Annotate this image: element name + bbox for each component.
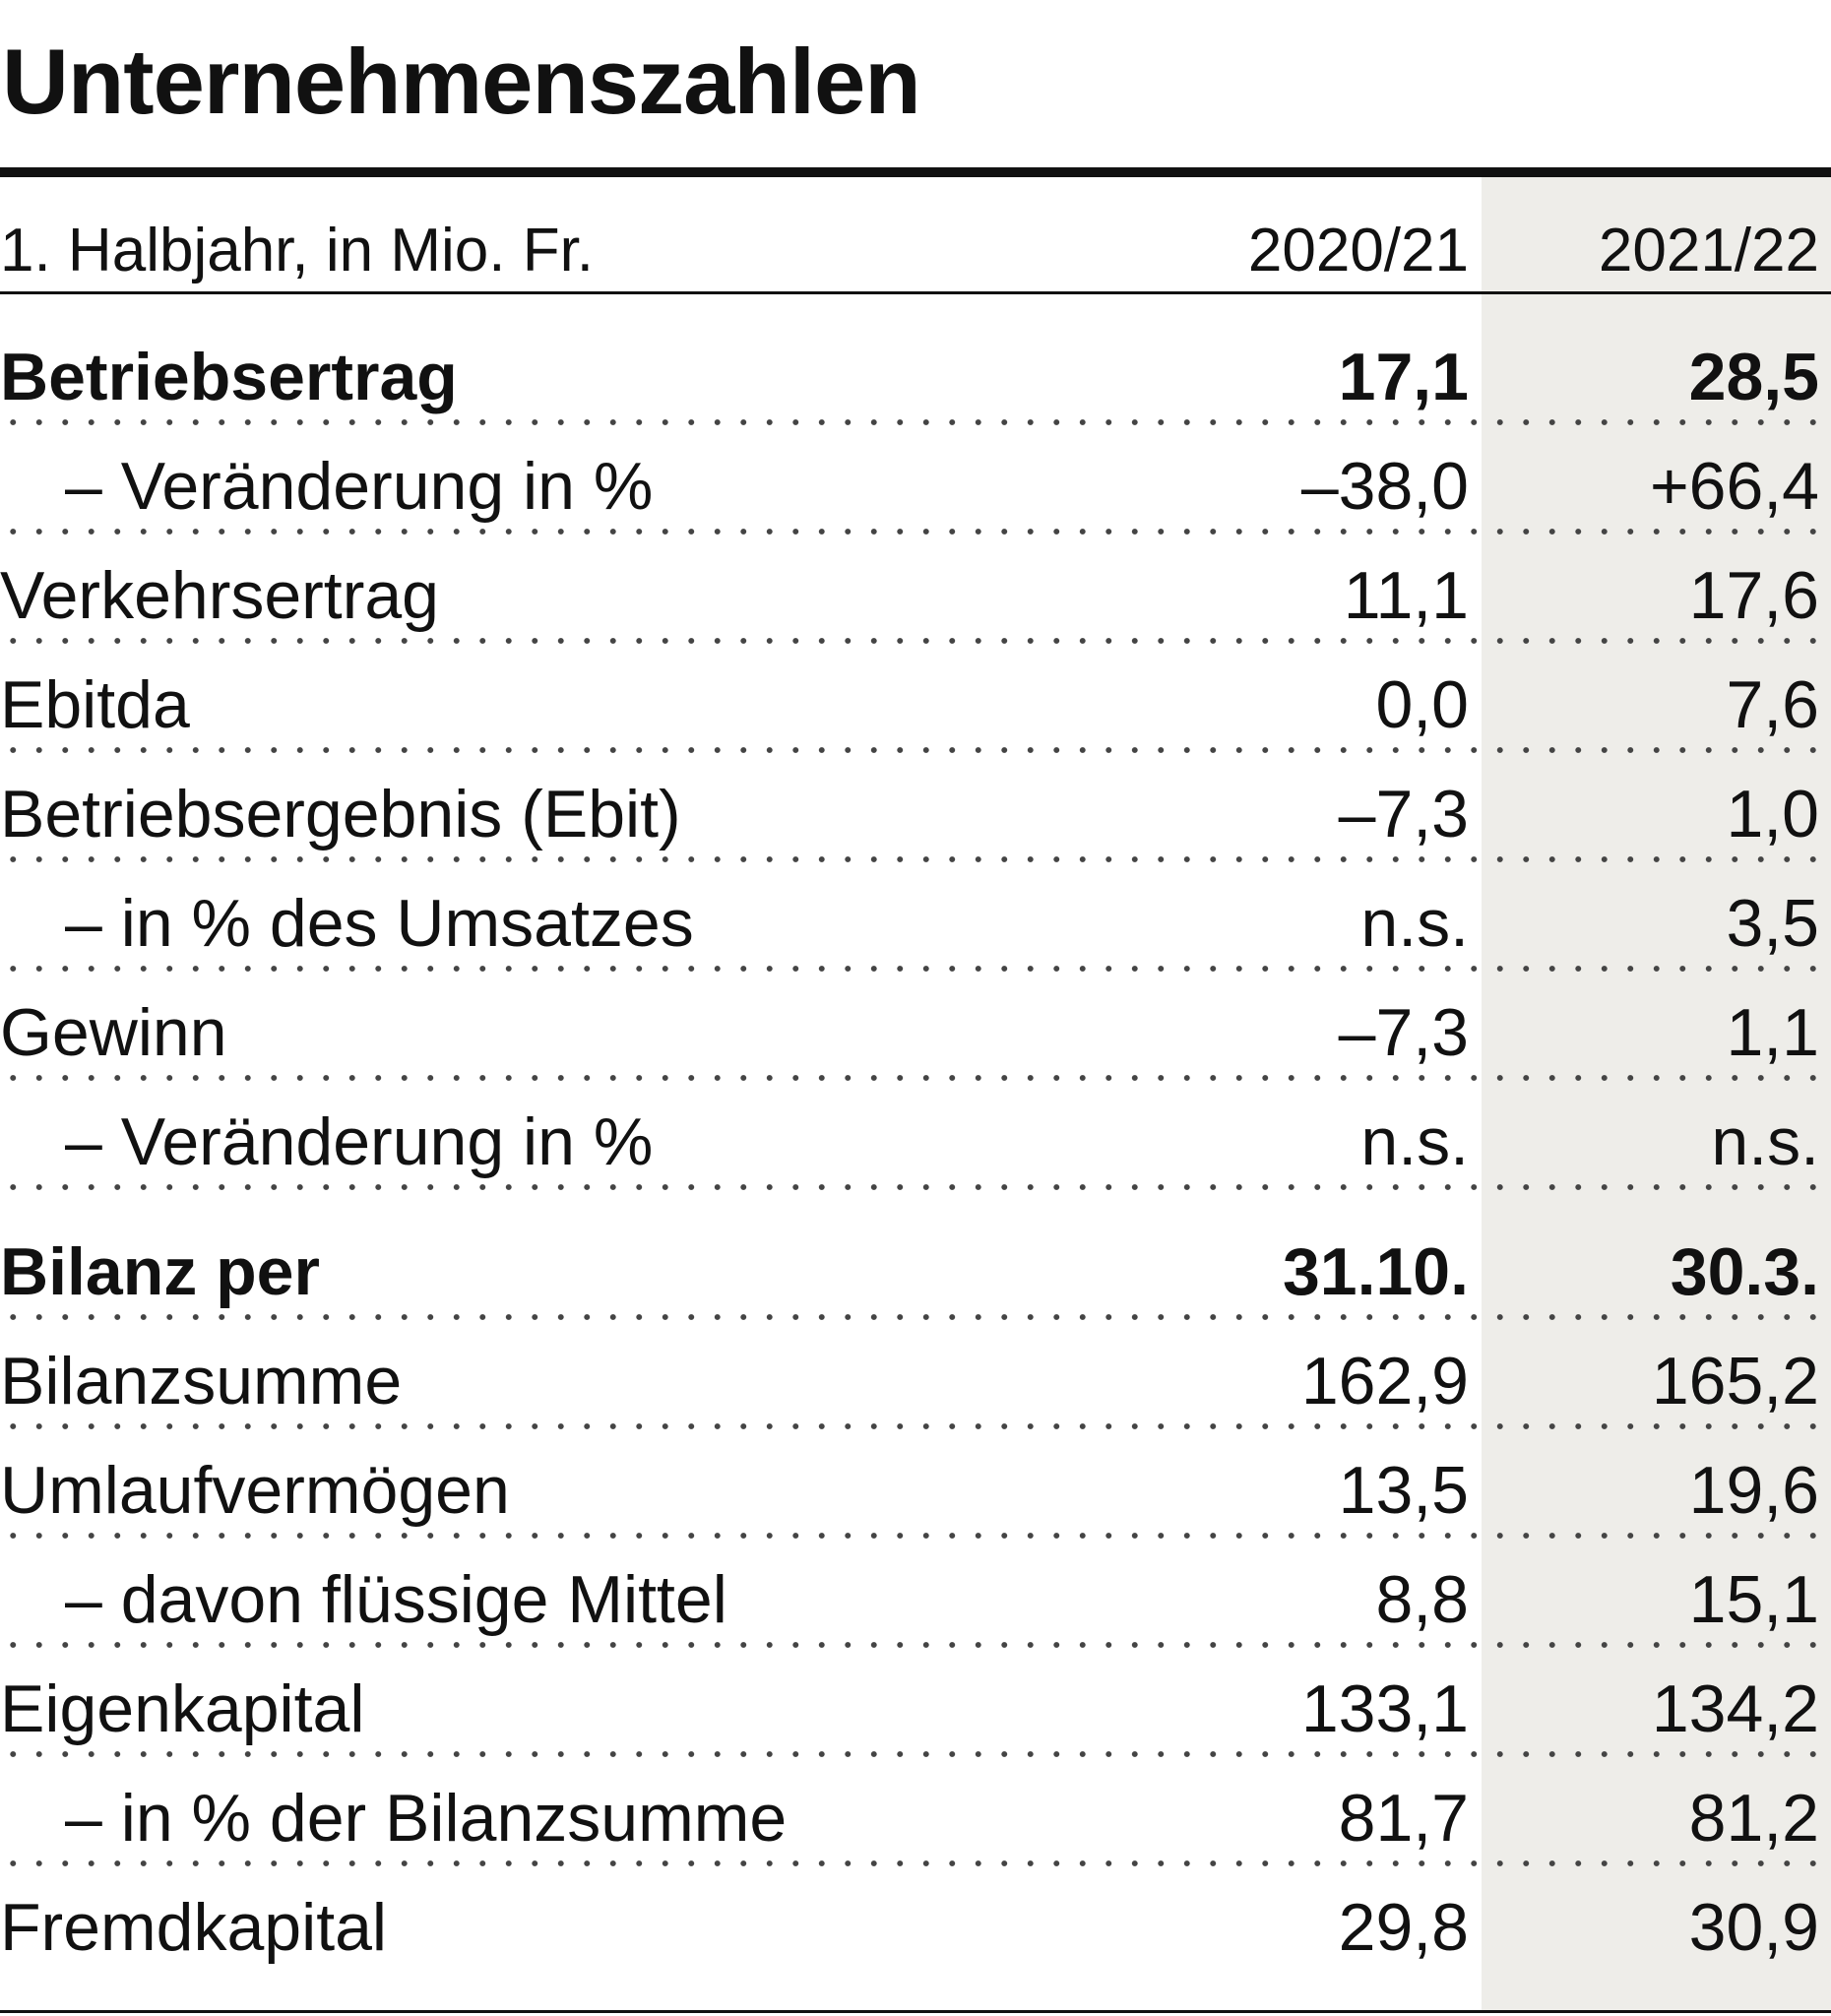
- table-row: Verkehrsertrag 11,1 17,6: [0, 536, 1831, 645]
- row-value-2021-22: 1,1: [1726, 995, 1819, 1070]
- row-value-2020-21: n.s.: [1360, 1104, 1469, 1179]
- row-value-2021-22: 28,5: [1688, 340, 1819, 414]
- table-row: Bilanzsumme 162,9 165,2: [0, 1321, 1831, 1430]
- row-value-2020-21: n.s.: [1360, 886, 1469, 961]
- row-value-2021-22: 30.3.: [1670, 1234, 1819, 1309]
- row-value-2021-22: 1,0: [1726, 777, 1819, 851]
- row-label: Fremdkapital: [0, 1890, 388, 1965]
- row-value-2020-21: 133,1: [1300, 1671, 1469, 1746]
- row-label: Betriebsertrag: [0, 340, 458, 414]
- row-label: Gewinn: [0, 995, 227, 1070]
- row-value-2021-22: 30,9: [1688, 1890, 1819, 1965]
- row-value-2020-21: –7,3: [1338, 995, 1469, 1070]
- header-col-2020-21: 2020/21: [1247, 217, 1469, 284]
- row-label: Betriebsergebnis (Ebit): [0, 777, 681, 851]
- table-row: Umlaufvermögen 13,5 19,6: [0, 1430, 1831, 1540]
- table-row: – davon flüssige Mittel 8,8 15,1: [0, 1540, 1831, 1649]
- row-value-2020-21: 13,5: [1338, 1453, 1469, 1528]
- row-label: – Veränderung in %: [65, 449, 654, 524]
- row-value-2021-22: 165,2: [1651, 1344, 1819, 1418]
- row-label: Bilanzsumme: [0, 1344, 403, 1418]
- table-row: Eigenkapital 133,1 134,2: [0, 1649, 1831, 1758]
- title-rule: [0, 167, 1831, 177]
- row-label: – Veränderung in %: [65, 1104, 654, 1179]
- row-value-2020-21: 11,1: [1343, 558, 1469, 633]
- header-rule: [0, 291, 1831, 294]
- row-value-2020-21: 81,7: [1338, 1781, 1469, 1856]
- header-label: 1. Halbjahr, in Mio. Fr.: [0, 217, 595, 284]
- table-row: Fremdkapital 29,8 30,9: [0, 1867, 1831, 1977]
- row-label: Verkehrsertrag: [0, 558, 439, 633]
- row-label: – in % der Bilanzsumme: [65, 1781, 788, 1856]
- row-label: – davon flüssige Mittel: [65, 1562, 727, 1637]
- row-value-2020-21: 8,8: [1375, 1562, 1469, 1637]
- row-value-2020-21: 31.10.: [1282, 1234, 1469, 1309]
- row-value-2021-22: +66,4: [1649, 449, 1819, 524]
- table-row: Betriebsergebnis (Ebit) –7,3 1,0: [0, 754, 1831, 863]
- row-value-2021-22: 3,5: [1726, 886, 1819, 961]
- row-value-2021-22: 15,1: [1688, 1562, 1819, 1637]
- row-label: Bilanz per: [0, 1234, 320, 1309]
- row-value-2020-21: 29,8: [1338, 1890, 1469, 1965]
- row-value-2021-22: 19,6: [1688, 1453, 1819, 1528]
- row-value-2021-22: 134,2: [1651, 1671, 1819, 1746]
- row-label: Ebitda: [0, 667, 190, 742]
- table-header: 1. Halbjahr, in Mio. Fr. 2020/21 2021/22: [0, 207, 1831, 291]
- row-value-2020-21: 0,0: [1375, 667, 1469, 742]
- table-row: Bilanz per 31.10. 30.3.: [0, 1212, 1831, 1321]
- table-row: Gewinn –7,3 1,1: [0, 973, 1831, 1082]
- row-label: Eigenkapital: [0, 1671, 365, 1746]
- table-row: – Veränderung in % n.s. n.s.: [0, 1082, 1831, 1191]
- row-label: Umlaufvermögen: [0, 1453, 510, 1528]
- row-value-2020-21: 17,1: [1338, 340, 1469, 414]
- header-col-2021-22: 2021/22: [1598, 217, 1819, 284]
- row-value-2020-21: –38,0: [1300, 449, 1469, 524]
- row-value-2020-21: 162,9: [1300, 1344, 1469, 1418]
- row-value-2021-22: 17,6: [1688, 558, 1819, 633]
- table-row: Ebitda 0,0 7,6: [0, 645, 1831, 754]
- row-value-2021-22: 81,2: [1688, 1781, 1819, 1856]
- row-value-2021-22: 7,6: [1726, 667, 1819, 742]
- row-label: – in % des Umsatzes: [65, 886, 694, 961]
- row-value-2020-21: –7,3: [1338, 777, 1469, 851]
- table-row: – in % des Umsatzes n.s. 3,5: [0, 863, 1831, 973]
- table-row: – in % der Bilanzsumme 81,7 81,2: [0, 1758, 1831, 1867]
- row-value-2021-22: n.s.: [1711, 1104, 1819, 1179]
- table-bottom-rule: [0, 2010, 1831, 2013]
- table-row: Betriebsertrag 17,1 28,5: [0, 317, 1831, 426]
- table-title: Unternehmenszahlen: [2, 30, 921, 133]
- table-row: – Veränderung in % –38,0 +66,4: [0, 426, 1831, 536]
